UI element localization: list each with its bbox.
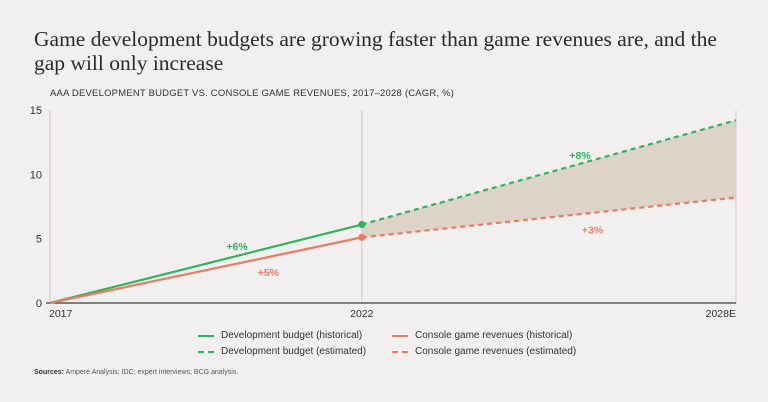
- x-tick-label: 2028E: [706, 308, 736, 320]
- legend-item-rev-historical: Console game revenues (historical): [392, 330, 572, 341]
- chart-title: Game development budgets are growing fas…: [34, 27, 717, 75]
- chart-subtitle: AAA DEVELOPMENT BUDGET VS. CONSOLE GAME …: [50, 88, 455, 99]
- plot-area: 0 5 10 15 2017 2022 2028E +6% +5% +8% +3%: [30, 105, 737, 320]
- y-tick-label: 15: [30, 105, 42, 117]
- data-label: +6%: [226, 241, 248, 253]
- gap-area: [361, 120, 736, 238]
- data-label: +3%: [582, 225, 604, 237]
- data-label: +5%: [258, 267, 280, 279]
- legend-label: Console game revenues (historical): [415, 330, 573, 341]
- y-tick-label: 5: [36, 234, 42, 246]
- legend-swatch: [198, 334, 214, 337]
- legend-swatch: [392, 334, 408, 337]
- data-label: +8%: [569, 150, 591, 162]
- source-label: Sources:: [34, 369, 64, 376]
- legend-label: Development budget (historical): [221, 330, 363, 341]
- legend-label: Console game revenues (estimated): [415, 346, 577, 357]
- series-line: [361, 119, 737, 226]
- source-text: Ampere Analysis; IDC; expert interviews;…: [65, 369, 239, 376]
- data-point: [358, 233, 366, 241]
- data-point: [358, 220, 366, 229]
- legend-swatch: [198, 350, 214, 353]
- legend-label: Development budget (estimated): [221, 346, 367, 357]
- legend-item-dev-estimated: Development budget (estimated): [198, 346, 366, 357]
- source-note: Sources: Ampere Analysis; IDC; expert in…: [34, 369, 238, 376]
- series-line: [49, 223, 363, 305]
- legend-swatch: [392, 350, 408, 353]
- legend-item-rev-estimated: Console game revenues (estimated): [392, 346, 576, 357]
- y-tick-label: 10: [30, 169, 42, 181]
- legend-item-dev-historical: Development budget (historical): [198, 330, 362, 341]
- x-tick-label: 2022: [350, 308, 374, 320]
- x-tick-label: 2017: [49, 308, 73, 320]
- y-tick-label: 0: [36, 298, 42, 310]
- series-line: [49, 236, 363, 305]
